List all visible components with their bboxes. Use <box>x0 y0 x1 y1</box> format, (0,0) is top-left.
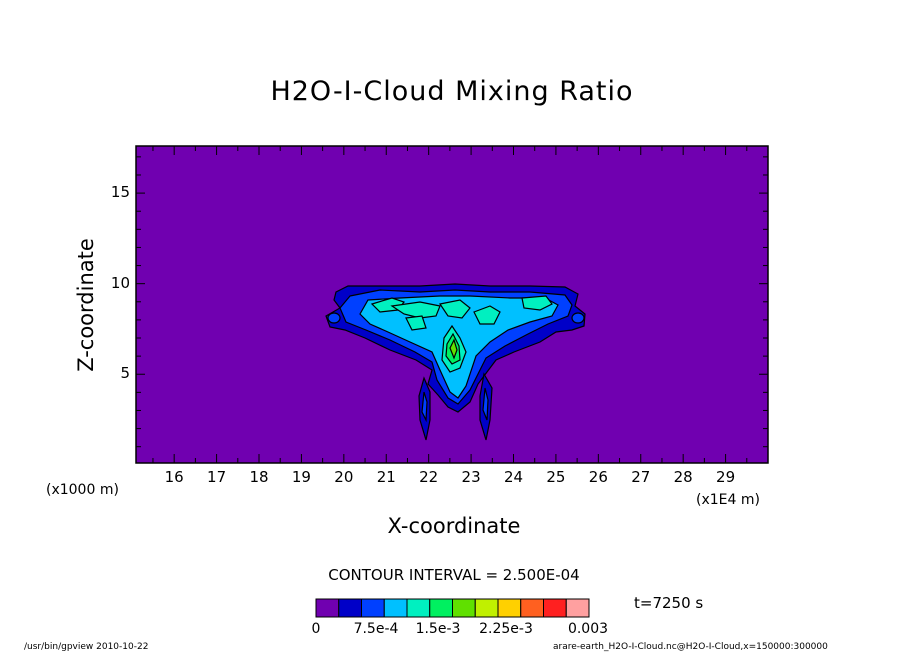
colorbar-swatch <box>497 598 522 618</box>
colorbar-swatch <box>361 598 385 618</box>
contour-interval: CONTOUR INTERVAL = 2.500E-04 <box>328 566 580 584</box>
x-tick-label: 19 <box>291 468 311 486</box>
colorbar-swatch <box>452 598 476 618</box>
colorbar-swatch <box>315 598 340 618</box>
colorbar-label: 1.5e-3 <box>415 621 461 637</box>
footer-left: /usr/bin/gpview 2010-10-22 <box>24 642 149 652</box>
colorbar-label: 2.25e-3 <box>479 621 533 637</box>
y-tick-label: 15 <box>110 183 130 202</box>
chart-title: H2O-I-Cloud Mixing Ratio <box>270 76 634 107</box>
x-unit-right: (x1E4 m) <box>696 492 760 508</box>
cloud-contours <box>325 283 586 441</box>
y-tick-label: 10 <box>110 273 130 292</box>
colorbar-swatch <box>338 598 362 618</box>
x-tick-label: 17 <box>207 468 227 486</box>
x-tick-label: 27 <box>631 468 651 486</box>
filament-left-inner <box>421 391 428 423</box>
colorbar-swatch <box>543 598 567 618</box>
x-tick-label: 24 <box>503 468 524 486</box>
colorbar-swatch <box>406 598 431 618</box>
colorbar-swatch <box>383 598 408 618</box>
contour-core-3 <box>449 338 458 360</box>
edge-blob-left <box>327 312 341 324</box>
x-tick-label: 25 <box>546 468 566 486</box>
x-tick-label: 29 <box>716 468 736 486</box>
colorbar-label: 0.003 <box>567 621 609 637</box>
x-tick-label: 16 <box>164 468 184 486</box>
edge-blob-right <box>571 312 585 324</box>
axis-ticks <box>136 146 768 463</box>
contour-level-4e <box>521 295 553 311</box>
footer-right: arare-earth_H2O-I-Cloud.nc@H2O-I-Cloud,x… <box>553 642 828 652</box>
colorbar-swatch <box>474 598 499 618</box>
x-tick-label: 23 <box>461 468 481 486</box>
contour-level-4d <box>473 305 501 325</box>
y-axis-label: Z-coordinate <box>74 238 98 372</box>
contour-level-4b <box>390 301 441 319</box>
colorbar-label: 7.5e-4 <box>353 621 399 637</box>
x-tick-label: 22 <box>419 468 439 486</box>
x-tick-label: 26 <box>588 468 608 486</box>
x-tick-label: 18 <box>249 468 269 486</box>
x-tick-label: 21 <box>376 468 396 486</box>
colorbar-label: 0 <box>311 621 321 637</box>
x-tick-label: 28 <box>673 468 693 486</box>
filament-right-inner <box>482 387 489 421</box>
x-unit-left: (x1000 m) <box>46 482 119 498</box>
contour-level-4f <box>405 315 427 331</box>
colorbar-swatch <box>520 598 544 618</box>
colorbar-swatch <box>565 598 590 618</box>
time-label: t=7250 s <box>634 594 704 612</box>
colorbar-swatch <box>429 598 453 618</box>
y-tick-label: 5 <box>120 364 130 383</box>
x-axis-label: X-coordinate <box>387 514 521 538</box>
contour-level-4c <box>439 299 471 319</box>
x-tick-label: 20 <box>334 468 354 486</box>
colorbar <box>315 598 590 618</box>
